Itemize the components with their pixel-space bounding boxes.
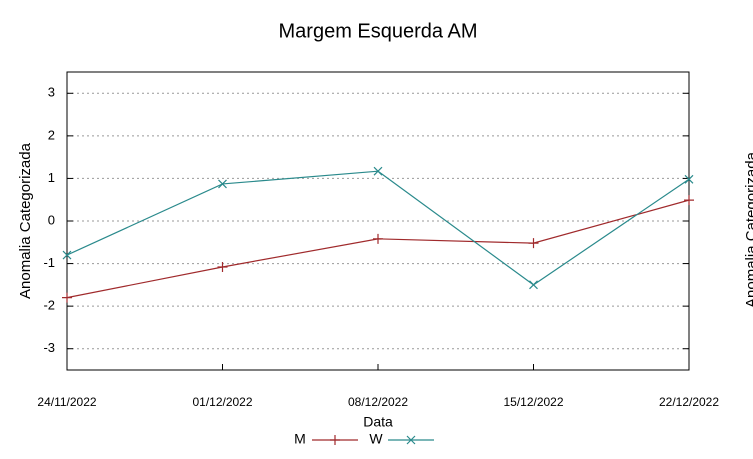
x-tick-label: 22/12/2022 [659, 395, 719, 409]
y-tick-label: 2 [48, 127, 55, 142]
y-tick-label: 3 [48, 85, 55, 100]
legend-label: M [294, 431, 306, 447]
y-tick-label: -3 [43, 340, 55, 355]
marker [684, 174, 694, 184]
line [66, 199, 690, 299]
marker [330, 435, 340, 445]
marker [373, 233, 383, 244]
x-tick-label: 08/12/2022 [348, 395, 408, 409]
x-axis-label: Data [363, 414, 393, 430]
marker [406, 435, 416, 445]
marker [62, 250, 72, 260]
y-tick-label: -2 [43, 298, 55, 313]
y-tick-label: 1 [48, 170, 55, 185]
line [66, 170, 690, 286]
x-tick-label: 01/12/2022 [192, 395, 252, 409]
x-tick-label: 15/12/2022 [503, 395, 563, 409]
plot-frame [66, 71, 690, 371]
marker [62, 292, 72, 303]
marker [529, 280, 538, 290]
y-axis-label: Anomalia Categorizada [17, 142, 34, 299]
y-tick-label: 0 [48, 212, 55, 227]
marker [528, 238, 539, 249]
marker [373, 166, 383, 176]
legend-label: W [369, 431, 383, 447]
chart-title: Margem Esquerda AM [279, 20, 478, 42]
y-tick-label: -1 [43, 255, 55, 270]
x-tick-label: 24/11/2022 [37, 395, 96, 409]
marker [217, 261, 228, 272]
marker [684, 195, 694, 206]
marker [218, 179, 227, 189]
y-axis-label: Anomalia Categorizada [743, 151, 753, 308]
